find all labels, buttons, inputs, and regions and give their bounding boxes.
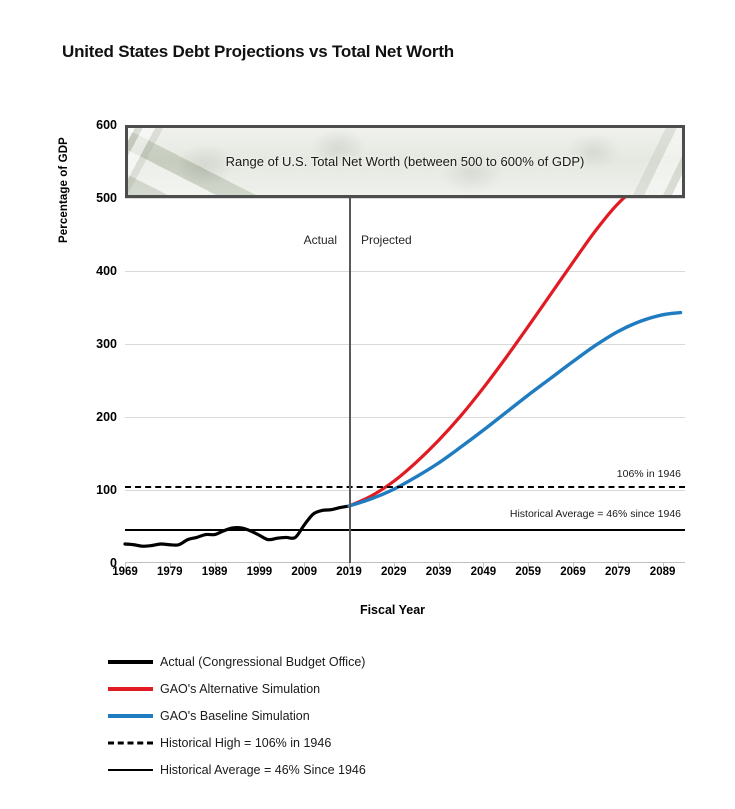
y-axis-tick-label: 200 bbox=[96, 410, 117, 424]
x-axis-tick-mark bbox=[483, 563, 485, 568]
x-axis-title: Fiscal Year bbox=[359, 603, 426, 617]
legend-item[interactable]: Historical Average = 46% Since 1946 bbox=[108, 756, 528, 783]
y-axis-tick-label: 500 bbox=[96, 191, 117, 205]
legend-swatch bbox=[108, 763, 153, 777]
x-axis-tick-label: 1969 bbox=[112, 566, 138, 578]
x-axis-tick-label: 2019 bbox=[336, 566, 362, 578]
x-axis-tick-label: 2049 bbox=[470, 566, 497, 578]
x-axis-tick-label: 2079 bbox=[605, 566, 631, 578]
legend-item[interactable]: Actual (Congressional Budget Office) bbox=[108, 648, 528, 675]
y-axis-tick-label: 0 bbox=[110, 556, 117, 570]
legend-swatch bbox=[108, 682, 153, 696]
chart-legend: Actual (Congressional Budget Office) GAO'… bbox=[108, 648, 528, 783]
legend-item[interactable]: GAO's Alternative Simulation bbox=[108, 675, 528, 702]
page-title: United States Debt Projections vs Total … bbox=[62, 42, 454, 61]
x-axis-tick-mark bbox=[214, 563, 216, 568]
legend-item[interactable]: Historical High = 106% in 1946 bbox=[108, 729, 528, 756]
legend-swatch bbox=[108, 736, 153, 750]
x-axis-tick-mark bbox=[125, 563, 126, 568]
gridline bbox=[125, 344, 685, 345]
x-axis-tick-mark bbox=[259, 563, 261, 568]
series-alternative bbox=[347, 170, 683, 508]
x-axis-tick-label: 2089 bbox=[649, 566, 676, 578]
dollar-bill-texture bbox=[128, 128, 682, 195]
y-axis-tick-label: 300 bbox=[96, 337, 117, 351]
x-axis-tick-label: 2009 bbox=[291, 566, 317, 578]
y-axis-tick-label: 400 bbox=[96, 264, 117, 278]
actual-projected-divider bbox=[349, 198, 351, 563]
legend-item-label: Historical High = 106% in 1946 bbox=[160, 735, 332, 750]
legend-item-label: GAO's Alternative Simulation bbox=[160, 681, 321, 696]
legend-item-label: GAO's Baseline Simulation bbox=[160, 708, 310, 723]
x-axis-tick-label: 2039 bbox=[425, 566, 452, 578]
y-axis-tick-label: 600 bbox=[96, 118, 117, 132]
x-axis-tick-label: 2069 bbox=[560, 566, 586, 578]
legend-line-sample bbox=[108, 768, 153, 771]
gridline bbox=[125, 198, 685, 199]
x-axis-tick-marks bbox=[125, 563, 685, 569]
historical-high-annotation: 106% in 1946 bbox=[616, 467, 681, 480]
gridline bbox=[125, 490, 685, 491]
net-worth-band: Range of U.S. Total Net Worth (between 5… bbox=[125, 125, 685, 198]
x-axis-tick-labels: 1969 1979 1989 1999 2009 2019 2029 2039 2049 2059… bbox=[112, 566, 685, 586]
historical-high-reference-line bbox=[125, 485, 685, 488]
x-axis-tick-mark bbox=[573, 563, 574, 568]
legend-line-sample bbox=[108, 686, 153, 691]
x-axis-tick-label: 1989 bbox=[201, 566, 228, 578]
actual-region-label: Actual bbox=[303, 233, 337, 247]
gridline bbox=[125, 271, 685, 272]
legend-item[interactable]: GAO's Baseline Simulation bbox=[108, 702, 528, 729]
x-axis-line bbox=[125, 562, 685, 563]
series-actual bbox=[123, 504, 351, 548]
x-axis-tick-mark bbox=[169, 563, 171, 568]
legend-item-label: Actual (Congressional Budget Office) bbox=[160, 654, 366, 669]
x-axis-tick-mark bbox=[528, 563, 530, 568]
gridline bbox=[125, 417, 685, 418]
x-axis-tick-mark bbox=[438, 563, 440, 568]
legend-item-label: Historical Average = 46% Since 1946 bbox=[160, 762, 366, 777]
legend-line-sample bbox=[108, 741, 153, 744]
legend-swatch bbox=[108, 709, 153, 723]
legend-line-sample bbox=[108, 713, 153, 718]
y-axis-tick-labels: 0 100 200 300 400 500 600 bbox=[0, 118, 125, 570]
legend-line-sample bbox=[108, 659, 153, 664]
legend-swatch bbox=[108, 655, 153, 669]
x-axis-tick-label: 2029 bbox=[381, 566, 407, 578]
x-axis-tick-mark bbox=[662, 563, 664, 568]
x-axis-tick-label: 2059 bbox=[515, 566, 541, 578]
historical-average-reference-line bbox=[125, 529, 685, 532]
x-axis-tick-label: 1999 bbox=[246, 566, 273, 578]
x-axis-tick-mark bbox=[304, 563, 306, 568]
x-axis-tick-mark bbox=[393, 563, 395, 568]
x-axis-tick-mark bbox=[349, 563, 350, 568]
x-axis-tick-label: 1979 bbox=[157, 566, 183, 578]
net-worth-band-label: Range of U.S. Total Net Worth (between 5… bbox=[225, 154, 585, 169]
series-baseline bbox=[347, 310, 683, 508]
historical-average-annotation: Historical Average = 46% since 1946 bbox=[509, 508, 681, 521]
projected-region-label: Projected bbox=[361, 233, 412, 247]
x-axis-tick-mark bbox=[617, 563, 619, 568]
y-axis-tick-label: 100 bbox=[96, 483, 117, 497]
